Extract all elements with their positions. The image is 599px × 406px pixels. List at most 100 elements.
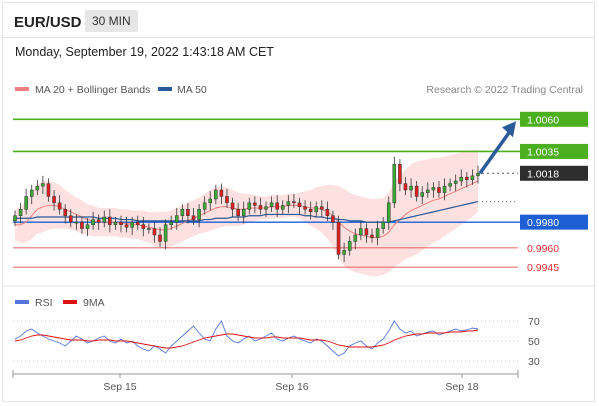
- candle-67: [386, 196, 391, 230]
- level-box-1.0035: [520, 143, 588, 159]
- candle-body: [96, 219, 101, 223]
- candle-80: [459, 169, 464, 187]
- candle-41: [241, 201, 246, 224]
- candle-52: [303, 200, 307, 215]
- candle-body: [186, 209, 190, 216]
- candle-body: [269, 202, 274, 207]
- candle-21: [130, 217, 134, 235]
- legend-rsi-ma-swatch: [63, 300, 77, 304]
- candle-body: [325, 209, 330, 216]
- candle-75: [431, 182, 436, 198]
- ma50-line: [15, 200, 479, 223]
- x-tick-label-0: Sep 15: [103, 381, 136, 393]
- candle-body: [264, 206, 268, 210]
- candle-59: [342, 242, 346, 262]
- candle-2: [24, 188, 28, 215]
- candle-17: [108, 209, 112, 233]
- candle-body: [52, 196, 56, 204]
- level-label-1.0035: 1.0035: [527, 146, 559, 158]
- candle-11: [74, 214, 79, 230]
- legend-ma20-swatch: [15, 87, 29, 91]
- interval-button[interactable]: 30 MIN: [85, 10, 138, 32]
- candle-body: [236, 209, 240, 216]
- candle-body: [225, 196, 229, 204]
- candle-body: [130, 221, 134, 228]
- candle-body: [191, 215, 196, 220]
- candle-15: [96, 214, 101, 230]
- candle-body: [124, 224, 129, 228]
- candle-61: [353, 228, 358, 250]
- candle-70: [403, 177, 408, 196]
- candle-16: [102, 210, 107, 228]
- candle-36: [214, 184, 218, 205]
- candle-body: [331, 215, 335, 223]
- symbol-label: EUR/USD: [14, 14, 82, 31]
- candle-body: [297, 202, 302, 207]
- candle-body: [342, 250, 346, 255]
- candle-7: [52, 190, 56, 211]
- candle-body: [46, 183, 51, 197]
- candle-47: [275, 195, 279, 217]
- candle-body: [174, 215, 179, 223]
- candle-body: [29, 189, 34, 197]
- chart-header: EUR/USD 30 MIN: [3, 3, 594, 38]
- candle-19: [119, 215, 123, 233]
- candle-62: [359, 220, 363, 241]
- candle-39: [230, 197, 235, 217]
- candle-body: [476, 173, 480, 177]
- candle-body: [91, 219, 95, 225]
- candle-33: [197, 204, 201, 228]
- candle-77: [442, 178, 447, 201]
- candle-42: [247, 197, 252, 215]
- candle-3: [29, 184, 34, 205]
- candle-22: [135, 215, 140, 230]
- candle-body: [13, 215, 17, 222]
- candle-56: [325, 201, 330, 221]
- candle-6: [46, 178, 51, 202]
- candle-body: [308, 209, 313, 213]
- rsi-tick-30: 30: [528, 356, 540, 368]
- candle-45: [264, 201, 268, 217]
- candle-body: [453, 180, 458, 184]
- candle-44: [258, 197, 263, 215]
- candle-body: [375, 228, 380, 238]
- candle-body: [320, 206, 324, 210]
- candle-26: [158, 227, 162, 247]
- candle-body: [69, 215, 73, 223]
- candle-4: [35, 179, 40, 196]
- rsi-ma-line: [14, 329, 479, 349]
- candle-body: [292, 201, 296, 204]
- candle-0: [13, 210, 17, 226]
- rsi-tick-50: 50: [528, 336, 540, 348]
- candle-82: [470, 169, 475, 185]
- candle-body: [303, 206, 307, 210]
- candle-24: [147, 223, 151, 234]
- candle-81: [465, 172, 469, 188]
- candle-body: [135, 221, 140, 225]
- candle-31: [186, 202, 190, 224]
- candle-body: [364, 228, 369, 236]
- candle-body: [74, 221, 79, 224]
- bollinger-band: [15, 150, 478, 277]
- candle-27: [163, 219, 168, 250]
- candle-58: [336, 215, 341, 260]
- candle-63: [364, 223, 369, 243]
- candle-69: [398, 159, 402, 192]
- candle-body: [359, 228, 363, 236]
- candle-25: [152, 222, 157, 243]
- candle-78: [448, 178, 452, 192]
- candle-body: [41, 183, 45, 187]
- candle-body: [180, 209, 185, 216]
- candle-49: [286, 195, 291, 214]
- candle-body: [63, 209, 67, 216]
- forecast-arrow-head: [502, 121, 516, 138]
- candle-body: [431, 187, 436, 191]
- candle-body: [414, 185, 419, 197]
- level-label-0.9960: 0.9960: [527, 243, 559, 255]
- legend-ma50-label: MA 50: [177, 84, 207, 96]
- candle-body: [108, 216, 112, 225]
- candle-body: [119, 221, 123, 225]
- candle-body: [336, 221, 341, 255]
- candle-20: [124, 217, 129, 233]
